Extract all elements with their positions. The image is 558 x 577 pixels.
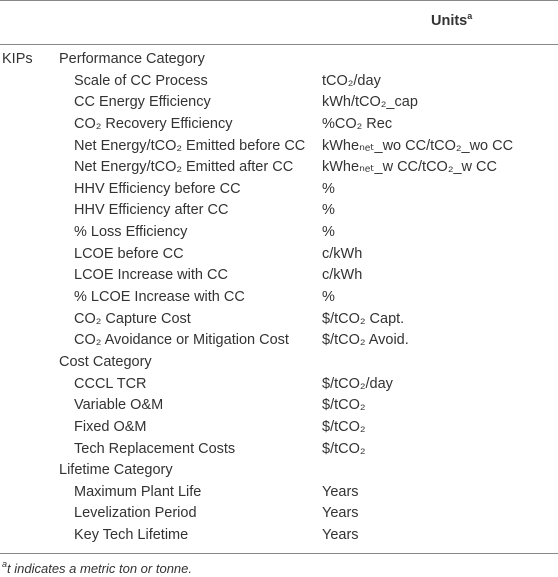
section-title: Cost Category [59, 353, 152, 370]
kip-unit: % [322, 224, 335, 241]
kip-name: CO₂ Avoidance or Mitigation Cost [74, 332, 289, 349]
row-label: KIPs [2, 51, 33, 67]
kip-name: CO₂ Capture Cost [74, 310, 191, 327]
units-header-text: Units [431, 13, 468, 29]
kip-name: CCCL TCR [74, 375, 147, 392]
header-rule [0, 44, 558, 45]
kip-unit: kWheₙₑₜ_wo CC/tCO₂_wo CC [322, 137, 514, 154]
kip-name: Scale of CC Process [74, 72, 208, 89]
kip-unit: $/tCO₂ [322, 397, 366, 414]
top-rule [0, 0, 558, 1]
kip-unit: $/tCO₂ Avoid. [322, 332, 409, 349]
kip-unit: %CO₂ Rec [322, 115, 393, 132]
bottom-rule [0, 553, 558, 554]
units-header-note: a [467, 11, 473, 21]
kip-name: Fixed O&M [74, 418, 147, 435]
kip-name: % Loss Efficiency [74, 224, 188, 241]
kip-name: Tech Replacement Costs [74, 440, 236, 457]
kip-unit: kWheₙₑₜ_w CC/tCO₂_w CC [322, 159, 497, 176]
kip-name: Variable O&M [74, 397, 164, 414]
kip-unit: Years [322, 527, 359, 544]
kip-unit: Years [322, 483, 359, 500]
kip-name: LCOE before CC [74, 245, 184, 262]
kip-unit: c/kWh [322, 245, 363, 262]
kip-name: CC Energy Efficiency [74, 94, 211, 111]
kip-name: Maximum Plant Life [74, 483, 202, 500]
footnote-mark: a [2, 559, 8, 569]
kip-unit: $/tCO₂ [322, 418, 366, 435]
kip-name: CO₂ Recovery Efficiency [74, 115, 233, 132]
kip-name: LCOE Increase with CC [74, 267, 228, 284]
units-header: Unitsa [431, 12, 472, 30]
kip-unit: % [322, 180, 335, 197]
section-title: Lifetime Category [59, 462, 173, 479]
section-title: Performance Category [59, 51, 205, 67]
kip-name: Net Energy/tCO₂ Emitted after CC [74, 159, 294, 176]
kip-unit: kWh/tCO₂_cap [322, 94, 418, 111]
kip-unit: $/tCO₂ Capt. [322, 310, 405, 327]
footnote-text: t indicates a metric ton or tonne. [7, 561, 192, 576]
kip-unit: % [322, 289, 335, 306]
kip-name: % LCOE Increase with CC [74, 289, 245, 306]
kip-unit: c/kWh [322, 267, 363, 284]
kip-unit: $/tCO₂ [322, 440, 366, 457]
kip-unit: Years [322, 505, 359, 522]
kip-name: Net Energy/tCO₂ Emitted before CC [74, 137, 306, 154]
footnote: at indicates a metric ton or tonne. [2, 560, 192, 577]
kip-unit: $/tCO₂/day [322, 375, 393, 392]
kip-name: Key Tech Lifetime [74, 527, 189, 544]
kip-name: HHV Efficiency after CC [74, 202, 229, 219]
kip-unit: tCO₂/day [322, 72, 381, 89]
kip-name: HHV Efficiency before CC [74, 180, 241, 197]
kip-name: Levelization Period [74, 505, 197, 522]
kip-unit: % [322, 202, 335, 219]
